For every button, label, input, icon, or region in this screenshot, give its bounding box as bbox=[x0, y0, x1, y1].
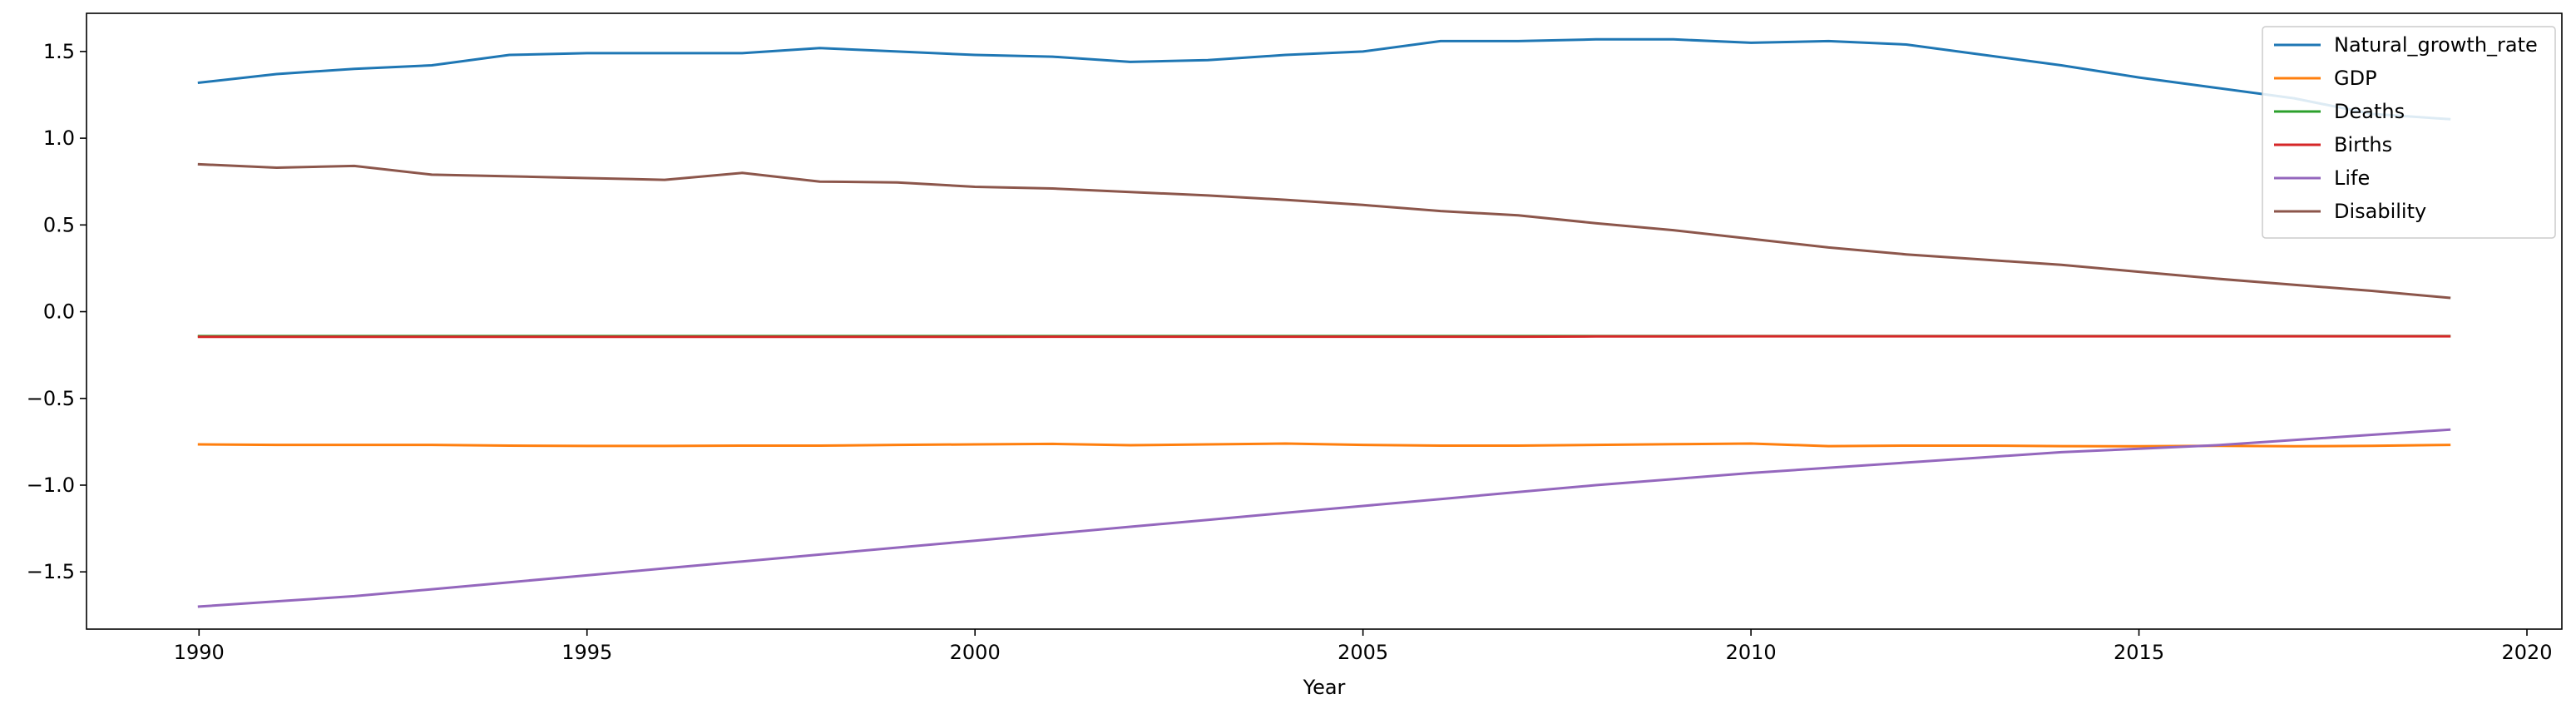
legend-label: Births bbox=[2334, 133, 2392, 156]
plot-area bbox=[87, 13, 2562, 629]
y-tick-label: −1.5 bbox=[27, 560, 75, 583]
x-tick-label: 2010 bbox=[1726, 641, 1777, 664]
series-line-natural-growth-rate bbox=[197, 37, 2451, 121]
series-line-births bbox=[197, 335, 2451, 339]
y-tick-label: 1.5 bbox=[43, 40, 75, 63]
series-line-gdp bbox=[197, 442, 2451, 448]
legend-frame bbox=[2262, 26, 2556, 239]
y-tick-label: 1.0 bbox=[43, 126, 75, 150]
y-tick-label: −0.5 bbox=[27, 387, 75, 410]
legend-label: Deaths bbox=[2334, 100, 2405, 123]
legend-label: Disability bbox=[2334, 200, 2426, 223]
legend-label: Natural_growth_rate bbox=[2334, 33, 2538, 57]
y-tick-label: −1.0 bbox=[27, 474, 75, 497]
x-axis-ticks: 1990 1995 2000 2005 2010 2015 2020 bbox=[174, 629, 2553, 664]
x-tick-label: 2015 bbox=[2114, 641, 2164, 664]
plot-frame bbox=[86, 12, 2563, 630]
x-tick-label: 1995 bbox=[561, 641, 612, 664]
legend-label: GDP bbox=[2334, 67, 2377, 90]
series-line-disability bbox=[197, 162, 2451, 300]
x-tick-label: 2020 bbox=[2501, 641, 2552, 664]
legend: Natural_growth_rate GDP Deaths Births Life Di… bbox=[2262, 26, 2556, 239]
y-tick-label: 0.0 bbox=[43, 300, 75, 324]
y-tick-label: 0.5 bbox=[43, 213, 75, 236]
y-axis-ticks: 1.5 1.0 0.5 0.0 −0.5 −1.0 −1.5 bbox=[27, 40, 87, 583]
series-layer bbox=[197, 37, 2451, 608]
legend-label: Life bbox=[2334, 166, 2370, 190]
x-tick-label: 2005 bbox=[1337, 641, 1388, 664]
x-tick-label: 2000 bbox=[950, 641, 1001, 664]
x-tick-label: 1990 bbox=[174, 641, 225, 664]
series-line-life bbox=[197, 428, 2451, 608]
x-axis-label: Year bbox=[1303, 676, 1346, 699]
